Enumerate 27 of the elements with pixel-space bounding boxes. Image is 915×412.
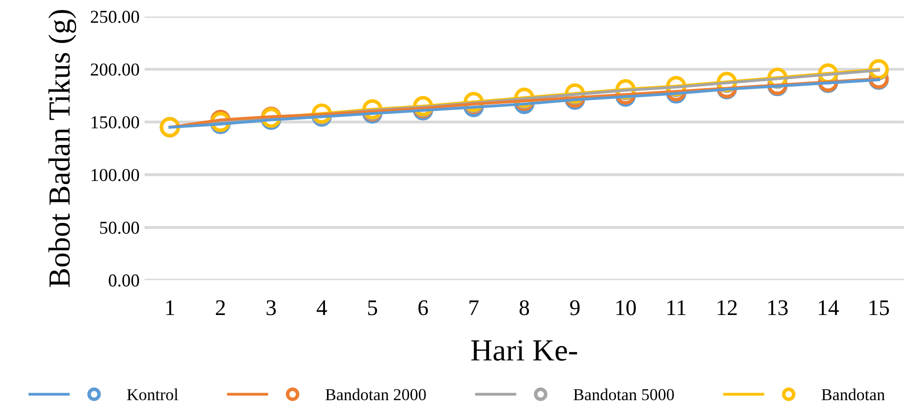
x-tick-label: 6 (418, 300, 428, 316)
y-axis-title: Bobot Badan Tikus (g) (48, 10, 76, 288)
x-tick-label: 9 (570, 300, 580, 316)
x-tick-label: 11 (667, 300, 686, 316)
legend-label: Bandotan 2000 (326, 388, 426, 400)
x-tick-label: 1 (166, 300, 174, 316)
y-tick-label: 100.00 (92, 168, 140, 182)
legend-label: Bandotan 5000 (574, 388, 674, 400)
x-tick-label: 8 (520, 300, 530, 316)
x-tick-label: 2 (216, 300, 225, 316)
x-tick-label: 5 (368, 300, 378, 316)
y-tick-label: 0.00 (108, 274, 140, 287)
x-tick-label: 7 (470, 300, 479, 316)
x-tick-label: 14 (818, 300, 839, 316)
x-tick-label: 4 (316, 300, 327, 316)
x-axis-title: Hari Ke- (471, 340, 578, 361)
x-tick-label: 15 (870, 300, 889, 316)
y-tick-label: 150.00 (92, 116, 140, 128)
y-tick-label: 50.00 (100, 222, 140, 234)
legend-label: Kontrol (127, 388, 178, 400)
y-tick-label: 250.00 (90, 10, 140, 23)
x-tick-label: 3 (266, 300, 276, 316)
x-tick-label: 13 (768, 300, 788, 316)
y-tick-label: 200.00 (90, 63, 140, 76)
legend-label: Bandotan (822, 388, 885, 400)
x-tick-label: 10 (616, 300, 636, 316)
x-tick-label: 12 (718, 300, 737, 316)
